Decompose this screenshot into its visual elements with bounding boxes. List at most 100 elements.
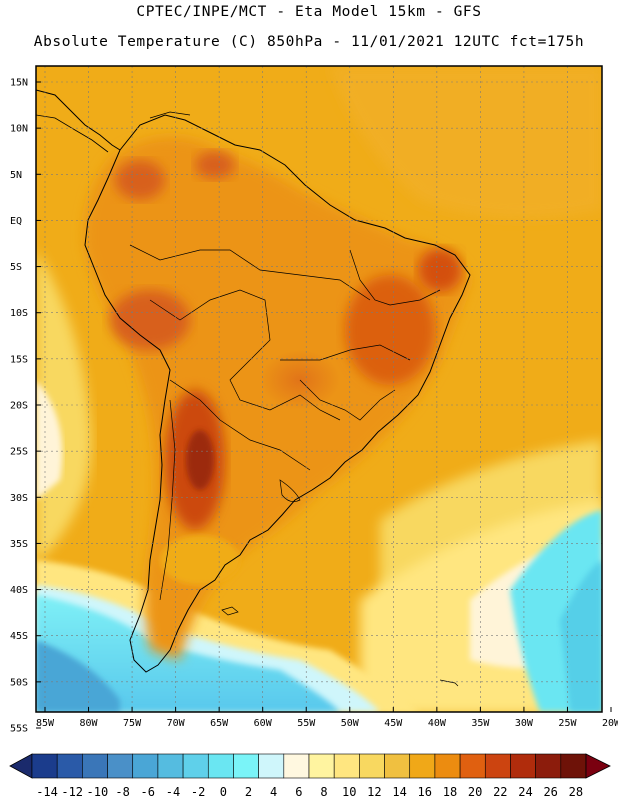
colorbar-box	[308, 753, 335, 779]
map-field	[36, 66, 602, 712]
lon-label: 50W	[341, 718, 360, 729]
colorbar-label: 8	[320, 785, 327, 799]
colorbar-label: -14	[36, 785, 58, 799]
colorbar-box	[510, 753, 536, 779]
lat-label: 50S	[10, 677, 28, 688]
colorbar-label: 0	[220, 785, 227, 799]
colorbar-label: 18	[443, 785, 457, 799]
colorbar-label: 22	[493, 785, 507, 799]
lon-label: 35W	[471, 718, 490, 729]
border-chile-argentina	[159, 399, 176, 601]
colorbar-box	[359, 753, 385, 779]
lat-label: 10S	[10, 308, 28, 319]
colorbar-box	[560, 753, 587, 779]
colorbar-label: 14	[392, 785, 406, 799]
lon-label: 40W	[428, 718, 447, 729]
colorbar-label: 4	[270, 785, 277, 799]
river-plate	[279, 479, 301, 502]
colorbar-box	[182, 753, 209, 779]
colorbar-low-arrow	[9, 753, 33, 779]
lat-label: 40S	[10, 585, 28, 596]
field-patagonia	[160, 535, 240, 585]
border-brazil-states-2	[349, 249, 441, 306]
lat-label: 25S	[10, 447, 28, 458]
lon-label: 80W	[80, 718, 99, 729]
field-pacific-pale	[36, 380, 63, 500]
colorbar-box	[107, 753, 134, 779]
hotspot-brazil-east	[345, 275, 435, 385]
colorbar-box	[82, 753, 108, 779]
colorbar-box	[283, 753, 310, 779]
colorbar-label: 12	[367, 785, 381, 799]
south-georgia	[439, 679, 459, 687]
map-frame	[35, 65, 603, 713]
hotspot-venezuela	[195, 151, 235, 179]
falkland-islands	[221, 606, 239, 616]
lon-label: 55W	[297, 718, 316, 729]
chart-title-line1: CPTEC/INPE/MCT - Eta Model 15km - GFS	[136, 4, 482, 20]
lon-label: 45W	[384, 718, 403, 729]
lat-label: 55S	[10, 724, 28, 735]
lat-label: 30S	[10, 493, 28, 504]
lon-label: 65W	[210, 718, 229, 729]
colorbar-label: 20	[468, 785, 482, 799]
colorbar-box	[535, 753, 562, 779]
lat-label: 5S	[10, 262, 22, 273]
hotspot-argentina-core	[186, 430, 214, 490]
colorbar-label: 26	[543, 785, 557, 799]
longitude-labels: 85W 80W 75W 70W 65W 60W 55W 50W 45W 40W 35W 30W 25W 2…	[36, 707, 618, 729]
colorbar-label: 2	[245, 785, 252, 799]
colorbar-box	[233, 753, 259, 779]
colorbar-box	[409, 753, 436, 779]
lon-label: 85W	[36, 718, 55, 729]
hotspot-colombia	[115, 160, 165, 200]
colorbar-label: -2	[191, 785, 205, 799]
field-south-blue	[36, 640, 120, 712]
colorbar-label: -4	[166, 785, 180, 799]
lat-label: 15N	[10, 78, 28, 89]
border-argentina-north	[169, 379, 311, 471]
colorbar-label: -6	[141, 785, 155, 799]
field-north-band	[330, 66, 602, 218]
lon-label: 20W	[602, 718, 618, 729]
lat-label: 15S	[10, 354, 28, 365]
colorbar-box	[56, 753, 83, 779]
lat-label: 45S	[10, 631, 28, 642]
lon-label: 75W	[123, 718, 142, 729]
coastline-central-america	[36, 89, 121, 151]
border-amazon	[129, 244, 371, 301]
lat-label: 35S	[10, 539, 28, 550]
lon-label: 30W	[515, 718, 534, 729]
colorbar-high-arrow	[585, 753, 611, 779]
coastline-south-america	[84, 114, 471, 673]
colorbar-box	[333, 753, 360, 779]
lat-label: 20S	[10, 401, 28, 412]
colorbar-box	[157, 753, 184, 779]
colorbar-box	[132, 753, 159, 779]
colorbar: -14 -12 -10 -8 -6 -4 -2 0 2 4 6 8 10 12 14 16 18 20 22 24 26…	[9, 753, 611, 799]
lon-label: 70W	[167, 718, 186, 729]
colorbar-box	[459, 753, 486, 779]
colorbar-label: -8	[115, 785, 129, 799]
colorbar-label: 10	[342, 785, 356, 799]
colorbar-box	[484, 753, 511, 779]
border-brazil-states-1	[280, 344, 411, 361]
gridlines	[36, 66, 602, 712]
colorbar-label: 28	[569, 785, 583, 799]
colorbar-box	[258, 753, 285, 779]
colorbar-label: -12	[61, 785, 83, 799]
coastline-central-america-pacific	[36, 114, 109, 153]
colorbar-label: 6	[295, 785, 302, 799]
colorbar-box	[31, 753, 58, 779]
chart-title-line2: Absolute Temperature (C) 850hPa - 11/01/…	[33, 34, 585, 50]
colorbar-label: 16	[418, 785, 432, 799]
lat-label: 5N	[10, 170, 22, 181]
border-brazil-states-3	[299, 379, 396, 421]
border-bolivia-paraguay	[149, 289, 341, 421]
field-south-cyan	[36, 595, 340, 712]
colorbar-boxes	[31, 753, 587, 779]
lon-label: 60W	[254, 718, 273, 729]
hotspot-peru	[110, 290, 190, 350]
latitude-labels: 15N 10N 5N EQ 5S 10S 15S 20S 25S 30S 35S 40S 45S 50S 5…	[10, 78, 41, 735]
